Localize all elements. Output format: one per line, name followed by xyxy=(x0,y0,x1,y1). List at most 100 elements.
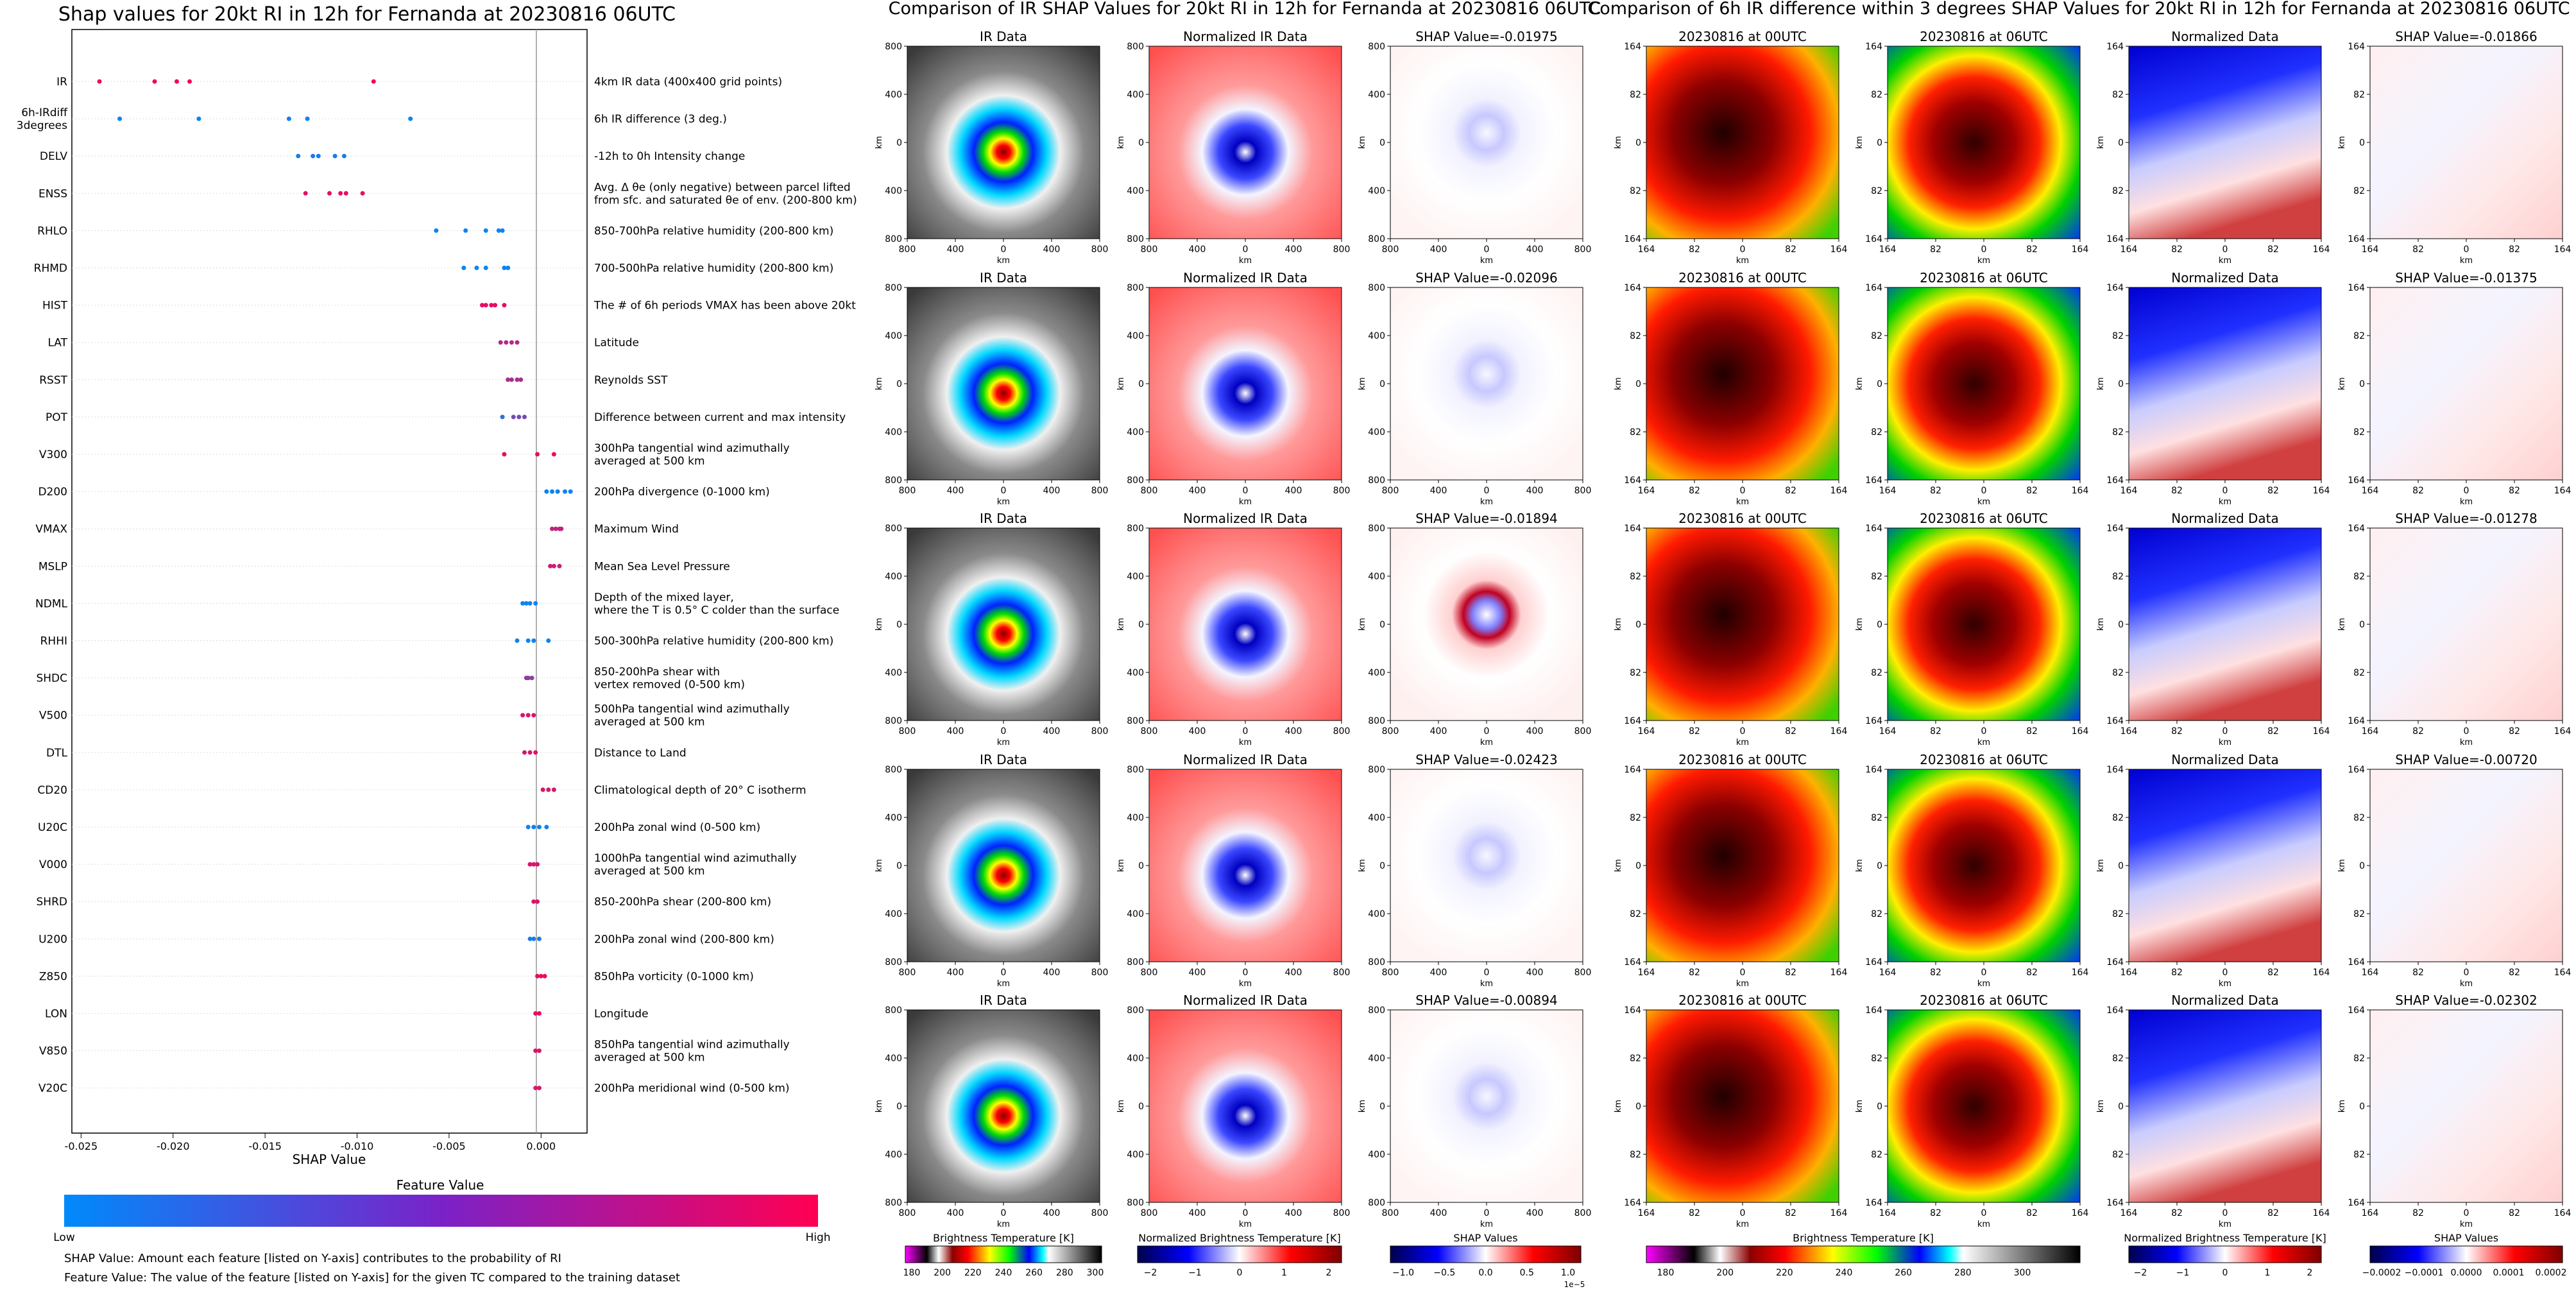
x-tick-label: 800 xyxy=(1141,244,1158,255)
colorbar-tick-label: 220 xyxy=(1776,1268,1793,1278)
x-tick-label: 164 xyxy=(2072,1208,2089,1218)
feature-description: 850hPa tangential wind azimuthally averag… xyxy=(594,1039,790,1064)
y-tick-label: 164 xyxy=(1865,1198,1882,1208)
shap-point xyxy=(152,79,157,84)
x-axis-label: km xyxy=(1480,738,1493,747)
x-tick-label: 400 xyxy=(1043,1208,1061,1218)
normalized-diff-image xyxy=(2129,769,2321,962)
x-tick-label: 400 xyxy=(1043,726,1061,737)
x-tick-label: 400 xyxy=(947,968,964,978)
y-tick-label: 82 xyxy=(1871,813,1882,823)
x-tick-label: 82 xyxy=(1689,1208,1700,1218)
panel-title: 20230816 at 06UTC xyxy=(1920,270,2048,286)
x-tick-label: 0 xyxy=(1243,726,1249,737)
x-tick-label: 164 xyxy=(2362,968,2379,978)
feature-description: 200hPa divergence (0-1000 km) xyxy=(594,486,770,499)
shap-point xyxy=(527,936,533,941)
y-tick-label: 82 xyxy=(1630,813,1641,823)
x-tick-label: 400 xyxy=(1526,726,1544,737)
colorbar-tick-label: −2 xyxy=(1144,1268,1157,1278)
x-axis-label: km xyxy=(1480,979,1493,989)
x-tick-label: 400 xyxy=(1189,726,1206,737)
feature-label: RHMD xyxy=(34,262,67,275)
shap-point xyxy=(338,191,343,196)
feature-label: V850 xyxy=(39,1045,67,1058)
x-tick-label: 400 xyxy=(1526,1208,1544,1218)
shap-point xyxy=(493,303,498,308)
y-tick-label: 400 xyxy=(1368,813,1385,823)
x-tick-label: 400 xyxy=(1430,244,1447,255)
y-axis-label: km xyxy=(1116,859,1126,872)
x-tick-label: 82 xyxy=(2412,726,2424,737)
y-tick-label: 164 xyxy=(2106,42,2124,52)
x-tick-label: 0 xyxy=(1001,968,1007,978)
x-tick-label: 82 xyxy=(1930,486,1941,496)
feature-row: SHRD 850-200hPa shear (200-800 km) xyxy=(37,896,772,909)
x-tick-label: 800 xyxy=(1333,1208,1351,1218)
shap-point xyxy=(555,489,560,494)
y-tick-label: 400 xyxy=(1127,1150,1144,1160)
y-tick-label: 400 xyxy=(1127,331,1144,341)
shap-point xyxy=(500,414,505,420)
feature-row: MSLP Mean Sea Level Pressure xyxy=(38,560,730,573)
panel-title: Normalized IR Data xyxy=(1183,752,1308,767)
colorbar-tick-label: −0.0001 xyxy=(2405,1268,2444,1278)
y-axis-label: km xyxy=(1855,618,1864,631)
x-tick-label: 164 xyxy=(1830,1208,1848,1218)
feature-description: 500-300hPa relative humidity (200-800 km… xyxy=(594,635,833,648)
y-tick-label: 400 xyxy=(1368,909,1385,919)
x-tick-label: 82 xyxy=(2171,244,2183,255)
y-tick-label: 400 xyxy=(1368,331,1385,341)
panel-title: SHAP Value=-0.02302 xyxy=(2395,993,2537,1008)
x-tick-label: 0 xyxy=(2222,486,2228,496)
x-tick-label: 164 xyxy=(2072,244,2089,255)
x-tick-label: 400 xyxy=(1285,968,1302,978)
colorbar-tick-label: 1.0 xyxy=(1561,1268,1575,1278)
shap-title: Shap values for 20kt RI in 12h for Ferna… xyxy=(58,3,676,26)
x-tick-label: 82 xyxy=(1689,968,1700,978)
normalized-ir-image xyxy=(1149,1010,1342,1202)
y-tick-label: 0 xyxy=(2118,138,2124,148)
feature-row: NDML Depth of the mixed layer, where the T… xyxy=(35,591,839,617)
y-tick-label: 82 xyxy=(1630,909,1641,919)
normalized-ir-image xyxy=(1149,769,1342,962)
x-tick-label: 800 xyxy=(1091,968,1109,978)
feature-label: V500 xyxy=(39,710,67,722)
x-axis-label: km xyxy=(997,979,1010,989)
colorbar xyxy=(2369,1245,2563,1263)
shap-point xyxy=(531,899,536,904)
x-tick-label: 82 xyxy=(2509,486,2520,496)
diff-section-title: Comparison of 6h IR difference within 3 … xyxy=(1587,0,2570,19)
colorbar-exponent: 1e−5 xyxy=(1564,1280,1585,1289)
x-tick-label: 164 xyxy=(2313,968,2330,978)
x-tick-label: 800 xyxy=(1574,968,1592,978)
panel-title: 20230816 at 00UTC xyxy=(1678,752,1807,767)
x-axis-label: km xyxy=(997,738,1010,747)
x-tick-label: 164 xyxy=(2554,1208,2572,1218)
y-tick-label: 800 xyxy=(1368,1005,1385,1016)
shap-point xyxy=(511,414,516,420)
panel-title: SHAP Value=-0.02096 xyxy=(1415,270,1557,286)
y-tick-label: 164 xyxy=(2348,1198,2365,1208)
colorbar-tick-label: −1 xyxy=(1188,1268,1202,1278)
normalized-diff-image xyxy=(2129,1010,2321,1202)
shap-plot-area xyxy=(71,29,588,1134)
x-axis-label: km xyxy=(2219,738,2231,747)
x-axis-label: km xyxy=(997,256,1010,266)
shap-point xyxy=(548,563,553,568)
y-tick-label: 82 xyxy=(1630,1054,1641,1064)
x-tick-label: 0 xyxy=(2464,968,2469,978)
y-tick-label: 82 xyxy=(1630,331,1641,341)
y-tick-label: 0 xyxy=(1635,379,1641,389)
y-tick-label: 164 xyxy=(2348,765,2365,775)
x-tick-label: 800 xyxy=(1574,244,1592,255)
x-tick-label: 164 xyxy=(2362,486,2379,496)
colorbar-tick-label: 300 xyxy=(1087,1268,1104,1278)
x-tick-label: 400 xyxy=(1043,244,1061,255)
